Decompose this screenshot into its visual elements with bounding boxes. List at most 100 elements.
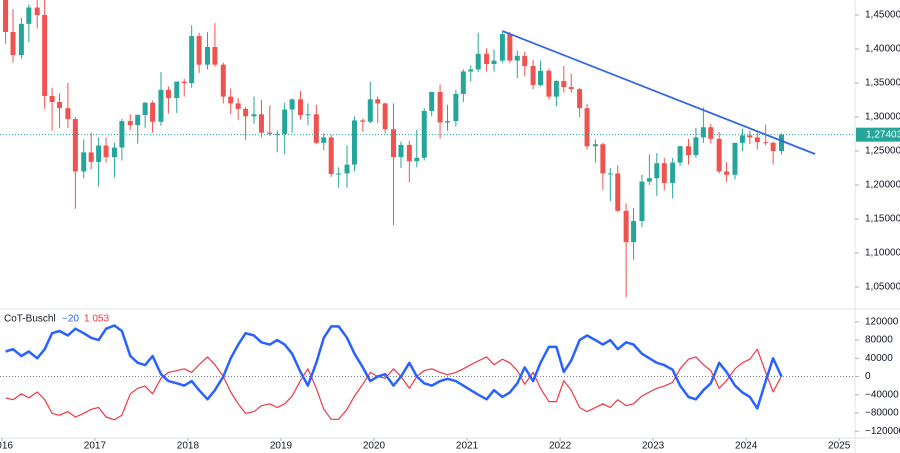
candle-body bbox=[530, 66, 536, 86]
candle-body bbox=[375, 99, 381, 104]
candle-body bbox=[127, 121, 133, 126]
candle-body bbox=[453, 93, 459, 122]
candle-body bbox=[763, 142, 769, 144]
candle-body bbox=[708, 127, 714, 139]
candle-body bbox=[700, 127, 706, 138]
candle-body bbox=[398, 144, 404, 158]
candle-body bbox=[26, 7, 32, 24]
candle-body bbox=[577, 89, 583, 109]
candle-body bbox=[228, 96, 234, 104]
candle-body bbox=[65, 108, 71, 120]
candle-body bbox=[600, 144, 606, 174]
candle-body bbox=[243, 108, 249, 117]
y-tick-label: 1,10000 bbox=[865, 248, 900, 259]
candle-body bbox=[251, 114, 257, 117]
y-tick-label: 80000 bbox=[865, 335, 893, 346]
y-tick-label: 1,35000 bbox=[865, 78, 900, 89]
candle-body bbox=[150, 102, 156, 122]
indicator-line bbox=[5, 324, 783, 410]
x-tick-label: 2017 bbox=[84, 441, 107, 452]
y-tick-label: 1,05000 bbox=[865, 282, 900, 293]
candle-body bbox=[414, 157, 420, 162]
candle-body bbox=[235, 103, 241, 109]
last-price-box bbox=[856, 127, 900, 142]
y-tick-label: 1,40000 bbox=[865, 44, 900, 55]
candle-body bbox=[220, 64, 226, 97]
candle-body bbox=[484, 53, 490, 64]
x-tick-label: 2018 bbox=[177, 441, 200, 452]
candle-body bbox=[406, 144, 412, 162]
y-tick-label: 0 bbox=[865, 371, 871, 382]
candle-body bbox=[3, 0, 9, 33]
candle-body bbox=[344, 164, 350, 174]
candle-body bbox=[321, 137, 327, 143]
candle-body bbox=[646, 178, 652, 182]
candle-body bbox=[623, 210, 629, 243]
y-tick-label: −40000 bbox=[865, 389, 899, 400]
candle-body bbox=[174, 81, 180, 98]
candle-body bbox=[661, 163, 667, 183]
candle-body bbox=[298, 99, 304, 115]
candle-body bbox=[336, 173, 342, 175]
candle-body bbox=[468, 69, 474, 72]
candle-body bbox=[631, 221, 637, 243]
candle-body bbox=[779, 134, 785, 152]
candle-body bbox=[460, 71, 466, 94]
candle-body bbox=[382, 103, 388, 130]
candle-body bbox=[88, 152, 94, 162]
candle-body bbox=[553, 80, 559, 97]
candle-body bbox=[538, 70, 544, 86]
candle-body bbox=[204, 46, 210, 65]
x-tick-label: 2019 bbox=[270, 441, 293, 452]
legend-value: 1 053 bbox=[84, 314, 109, 325]
candle-body bbox=[282, 109, 288, 135]
candle-body bbox=[274, 134, 280, 136]
candle-body bbox=[654, 163, 660, 179]
candle-body bbox=[111, 147, 117, 158]
y-tick-label: −80000 bbox=[865, 408, 899, 419]
candle-body bbox=[81, 152, 87, 172]
candle-body bbox=[10, 32, 16, 56]
y-tick-label: −120000 bbox=[865, 426, 900, 437]
y-tick-label: 120000 bbox=[865, 316, 899, 327]
candle-body bbox=[693, 137, 699, 156]
candle-body bbox=[328, 137, 334, 175]
candle-body bbox=[103, 145, 109, 158]
x-tick-label: 2016 bbox=[0, 441, 13, 452]
y-tick-label: 1,30000 bbox=[865, 112, 900, 123]
candle-body bbox=[429, 91, 435, 111]
indicator-pane bbox=[0, 324, 855, 421]
candle-body bbox=[196, 36, 202, 65]
x-tick-label: 2020 bbox=[363, 441, 386, 452]
x-tick-label: 2022 bbox=[549, 441, 572, 452]
y-tick-label: 1,15000 bbox=[865, 214, 900, 225]
candle-body bbox=[289, 99, 295, 110]
candle-body bbox=[267, 132, 273, 135]
candle-body bbox=[584, 108, 590, 147]
x-tick-label: 2021 bbox=[456, 441, 479, 452]
candle-body bbox=[507, 34, 513, 61]
legend-value: −20 bbox=[62, 314, 79, 325]
candle-body bbox=[747, 135, 753, 138]
candle-body bbox=[716, 138, 722, 172]
x-tick-label: 2023 bbox=[642, 441, 665, 452]
candle-body bbox=[57, 102, 63, 109]
candle-body bbox=[367, 99, 373, 122]
candle-body bbox=[212, 46, 218, 65]
y-tick-label: 1,20000 bbox=[865, 180, 900, 191]
x-tick-label: 2025 bbox=[828, 441, 851, 452]
candle-body bbox=[305, 114, 311, 116]
candle-body bbox=[522, 55, 528, 67]
candle-body bbox=[391, 129, 397, 158]
y-tick-label: 1,45000 bbox=[865, 10, 900, 21]
axes: 2016 2017 2018 2019 2020 2021 2022 2023 2024 2025… bbox=[0, 10, 900, 452]
candle-body bbox=[258, 114, 264, 133]
candle-body bbox=[739, 135, 745, 143]
candle-body bbox=[360, 120, 366, 122]
x-tick-label: 2024 bbox=[735, 441, 758, 452]
indicator-title: CoT-Buschl bbox=[4, 314, 56, 325]
candle-body bbox=[158, 89, 164, 122]
candle-body bbox=[135, 114, 141, 126]
candle-body bbox=[514, 55, 520, 61]
